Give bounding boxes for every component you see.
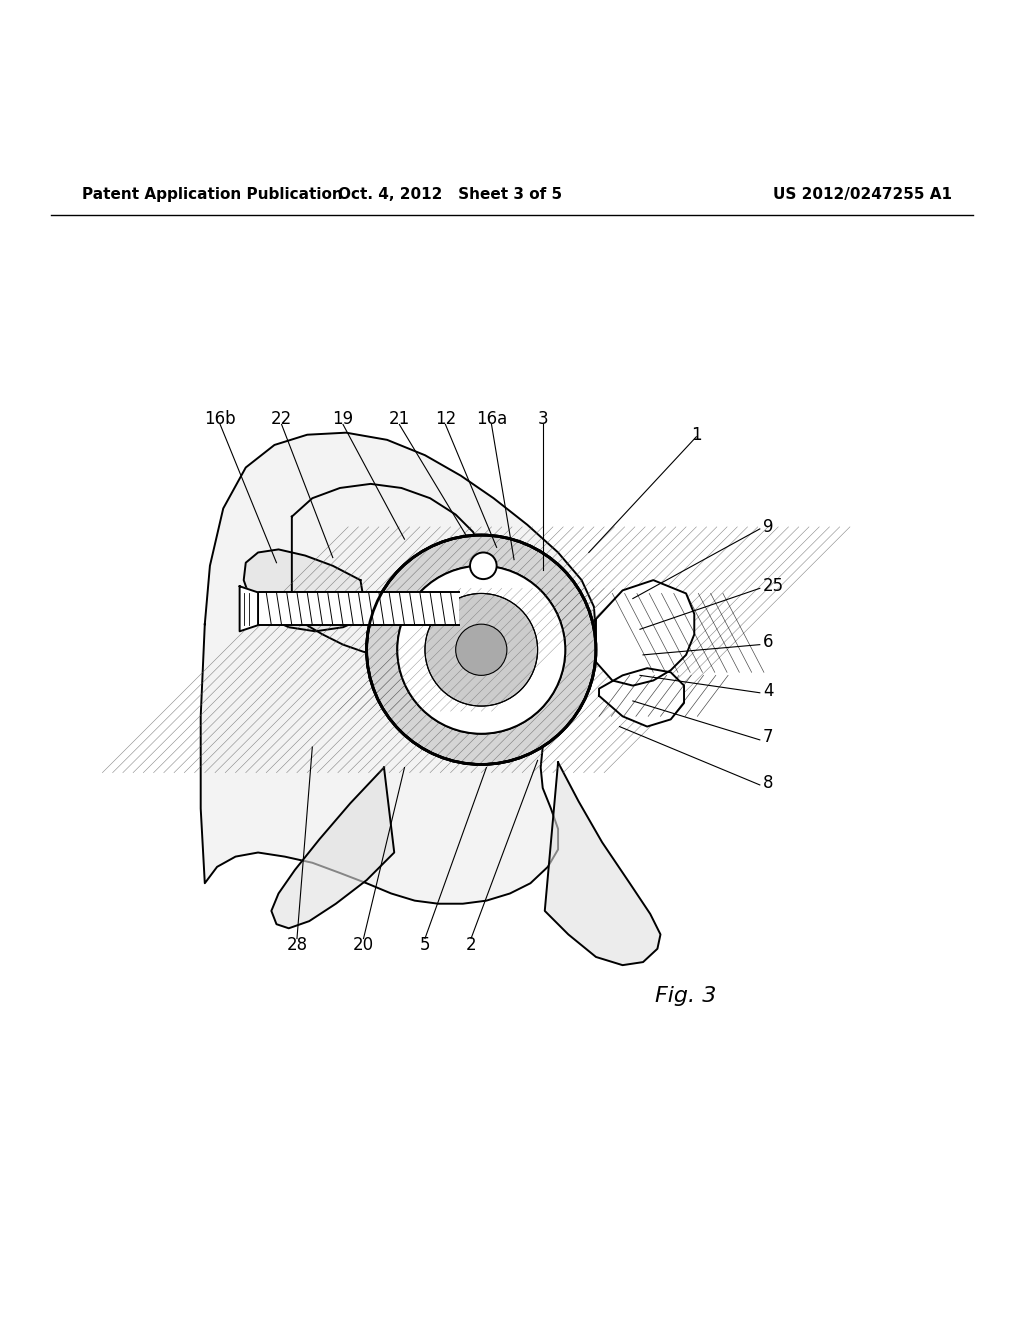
Text: 22: 22 <box>271 411 292 429</box>
Circle shape <box>456 624 507 676</box>
Text: Fig. 3: Fig. 3 <box>655 986 717 1006</box>
Text: 8: 8 <box>763 774 773 792</box>
Text: 12: 12 <box>435 411 456 429</box>
Circle shape <box>425 594 538 706</box>
Text: 1: 1 <box>691 426 701 444</box>
Text: Oct. 4, 2012   Sheet 3 of 5: Oct. 4, 2012 Sheet 3 of 5 <box>339 186 562 202</box>
Text: 20: 20 <box>353 936 374 953</box>
Polygon shape <box>240 586 258 631</box>
Polygon shape <box>596 579 694 685</box>
Text: 3: 3 <box>538 411 548 429</box>
Text: US 2012/0247255 A1: US 2012/0247255 A1 <box>773 186 952 202</box>
Circle shape <box>367 535 596 764</box>
Text: 16b: 16b <box>205 411 236 429</box>
Text: 28: 28 <box>287 936 307 953</box>
Circle shape <box>470 553 497 579</box>
Polygon shape <box>201 433 596 904</box>
Text: Patent Application Publication: Patent Application Publication <box>82 186 343 202</box>
Polygon shape <box>244 549 367 631</box>
Text: 19: 19 <box>333 411 353 429</box>
Text: 6: 6 <box>763 632 773 651</box>
Polygon shape <box>545 763 660 965</box>
Text: 16a: 16a <box>476 411 507 429</box>
Text: 5: 5 <box>420 936 430 953</box>
Text: 7: 7 <box>763 727 773 746</box>
Text: 9: 9 <box>763 517 773 536</box>
Text: 2: 2 <box>466 936 476 953</box>
Text: 21: 21 <box>389 411 410 429</box>
Text: 25: 25 <box>763 577 784 595</box>
Text: 4: 4 <box>763 681 773 700</box>
Circle shape <box>397 566 565 734</box>
Circle shape <box>397 566 565 734</box>
Polygon shape <box>258 593 459 626</box>
Polygon shape <box>599 668 684 726</box>
Polygon shape <box>271 767 394 928</box>
